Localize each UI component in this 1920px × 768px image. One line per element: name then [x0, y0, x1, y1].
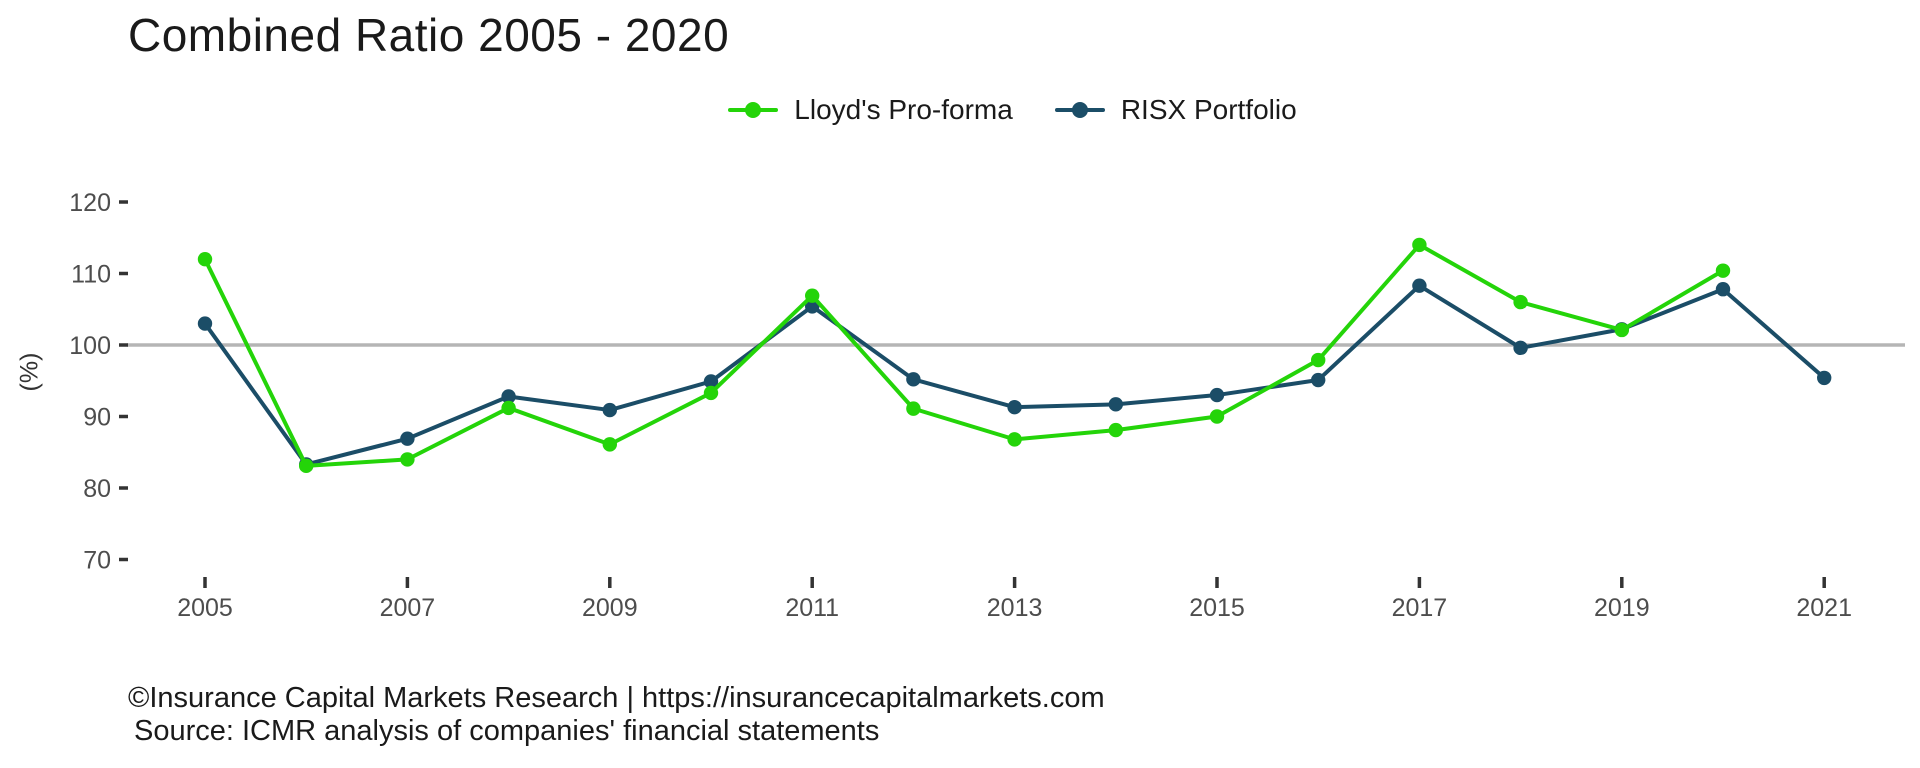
point-lloyd-s-pro-forma-2016	[1311, 352, 1326, 368]
point-risx-portfolio-2008	[501, 389, 516, 404]
point-lloyd-s-pro-forma-2007	[400, 452, 415, 467]
y-tick-label-100: 100	[69, 332, 111, 360]
point-lloyd-s-pro-forma-2009	[602, 437, 617, 452]
point-lloyd-s-pro-forma-2018	[1513, 294, 1528, 310]
point-lloyd-s-pro-forma-2011	[805, 288, 820, 303]
copyright-line: ©Insurance Capital Markets Research | ht…	[128, 682, 1105, 714]
point-risx-portfolio-2012	[906, 372, 921, 387]
x-tick-label-2021: 2021	[1796, 594, 1852, 622]
x-tick-label-2007: 2007	[380, 594, 436, 622]
point-lloyd-s-pro-forma-2020	[1715, 263, 1731, 278]
point-risx-portfolio-2005	[197, 316, 213, 331]
x-tick-label-2015: 2015	[1189, 594, 1245, 622]
point-risx-portfolio-2015	[1209, 387, 1225, 403]
chart-title: Combined Ratio 2005 - 2020	[128, 9, 730, 61]
x-tick-label-2009: 2009	[582, 594, 638, 622]
y-tick-label-80: 80	[83, 475, 111, 503]
x-tick-label-2017: 2017	[1392, 594, 1448, 622]
point-risx-portfolio-2016	[1311, 372, 1326, 388]
point-risx-portfolio-2007	[400, 431, 415, 446]
x-tick-label-2005: 2005	[177, 594, 233, 622]
x-tick-label-2013: 2013	[987, 594, 1043, 622]
lloyds-series-marker-icon	[728, 102, 779, 118]
point-risx-portfolio-2018	[1513, 340, 1528, 356]
point-lloyd-s-pro-forma-2019	[1614, 322, 1630, 338]
point-risx-portfolio-2010	[703, 374, 719, 389]
point-lloyd-s-pro-forma-2017	[1412, 237, 1427, 253]
point-risx-portfolio-2009	[602, 402, 617, 418]
point-risx-portfolio-2017	[1412, 278, 1427, 293]
point-lloyd-s-pro-forma-2013	[1007, 432, 1022, 447]
y-tick-label-120: 120	[69, 189, 111, 217]
chart-legend: Lloyd's Pro-forma RISX Portfolio	[115, 94, 1910, 126]
point-risx-portfolio-2021	[1817, 370, 1832, 386]
y-tick-label-70: 70	[83, 546, 111, 574]
point-lloyd-s-pro-forma-2012	[906, 401, 921, 416]
x-tick-label-2019: 2019	[1594, 594, 1650, 622]
risx-series-marker-icon	[1054, 102, 1105, 118]
legend-item-lloyds-pro-forma: Lloyd's Pro-forma	[728, 94, 1013, 126]
point-risx-portfolio-2011	[805, 299, 820, 314]
y-tick-label-110: 110	[71, 260, 111, 288]
legend-label-lloyds-pro-forma: Lloyd's Pro-forma	[794, 94, 1013, 125]
source-line: Source: ICMR analysis of companies' fina…	[134, 715, 880, 747]
point-lloyd-s-pro-forma-2015	[1209, 409, 1225, 424]
point-lloyd-s-pro-forma-2014	[1108, 422, 1124, 438]
point-risx-portfolio-2020	[1715, 282, 1731, 297]
source-attribution: ©Insurance Capital Markets Research | ht…	[128, 682, 1105, 748]
point-risx-portfolio-2014	[1108, 397, 1124, 412]
x-tick-label-2011: 2011	[785, 594, 839, 622]
point-lloyd-s-pro-forma-2010	[703, 385, 719, 401]
point-lloyd-s-pro-forma-2005	[197, 252, 213, 267]
legend-item-risx-portfolio: RISX Portfolio	[1054, 94, 1297, 126]
point-lloyd-s-pro-forma-2008	[501, 400, 516, 416]
y-tick-label-90: 90	[83, 403, 111, 431]
point-lloyd-s-pro-forma-2006	[299, 458, 314, 474]
series-line-lloyd-s-pro-forma	[203, 242, 1725, 468]
legend-label-risx-portfolio: RISX Portfolio	[1120, 94, 1297, 125]
point-risx-portfolio-2013	[1007, 400, 1022, 415]
